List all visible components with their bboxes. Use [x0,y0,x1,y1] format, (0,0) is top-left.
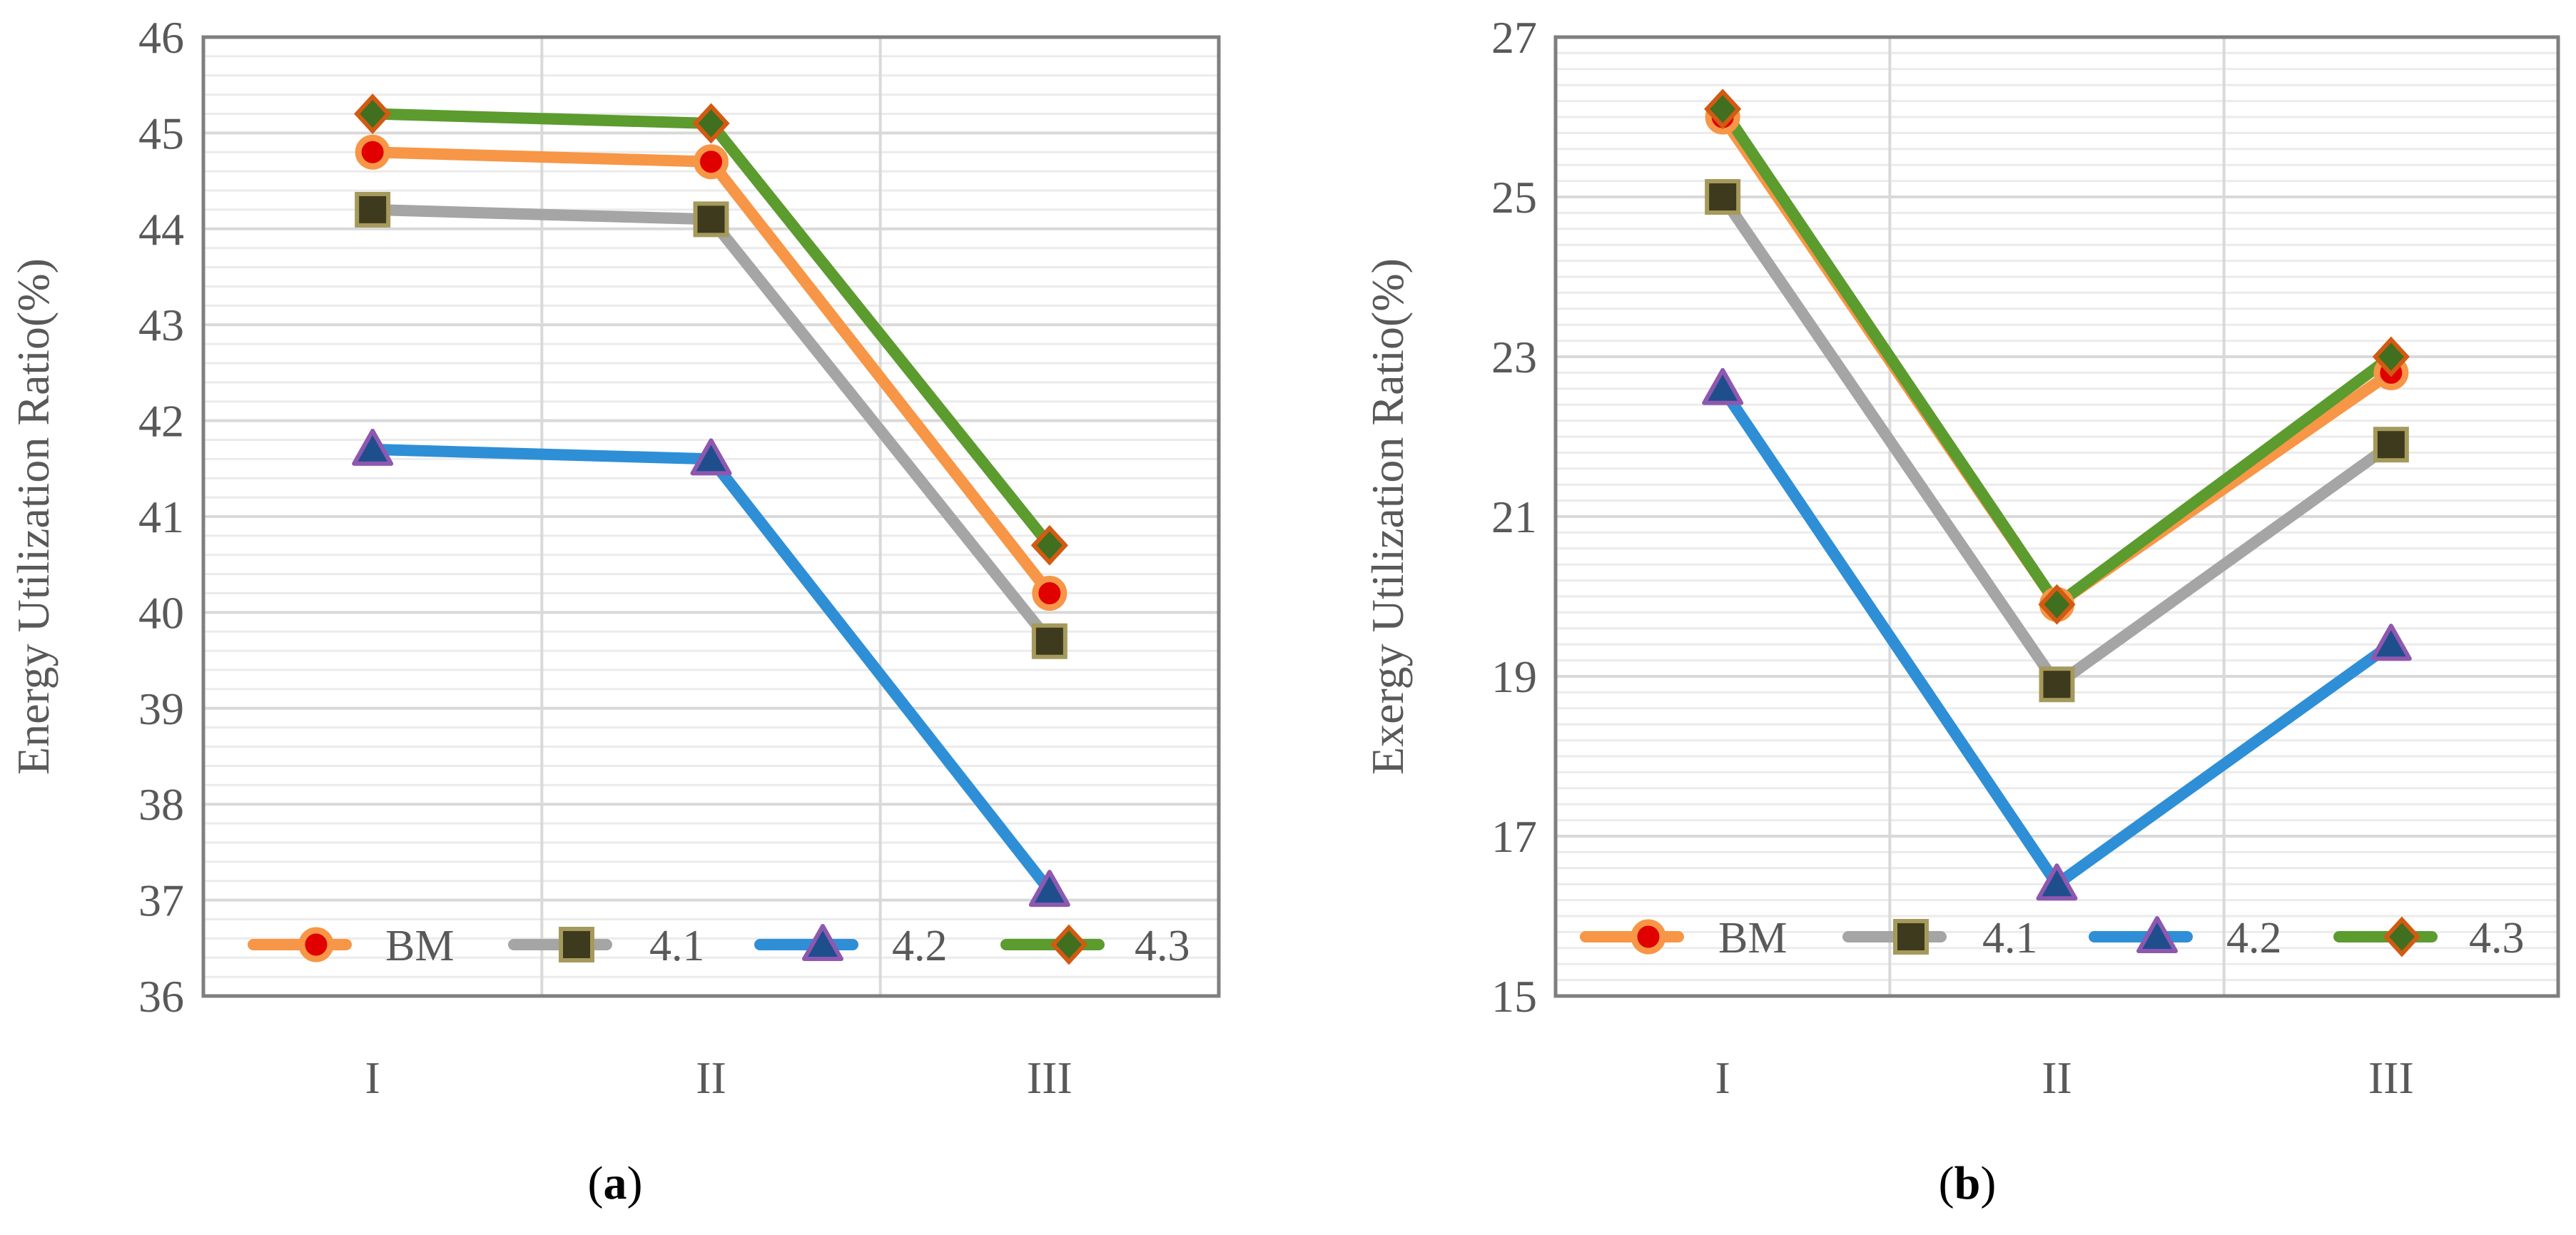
caption-paren-close: ) [627,1157,643,1209]
marker-4-3-p0-0 [354,93,392,134]
marker-4-2-p0-legend [802,924,843,961]
legend-item-4-2: 4.2 [754,922,948,970]
caption-letter: b [1954,1157,1981,1209]
y-tick-label: 44 [138,204,184,255]
marker-BM-p0-0 [355,134,390,170]
plot-frame [1553,35,2560,998]
y-tick-label: 37 [138,875,184,926]
y-tick-label: 38 [138,779,184,830]
y-tick-label: 27 [1491,12,1537,63]
y-axis-label: Exergy Utilization Ratio(%) [1362,258,1413,775]
caption-paren-open: ( [1939,1157,1954,1209]
marker-4-1-p1-2 [2373,427,2409,463]
marker-4-3-p0-1 [692,103,730,144]
legend-label: 4.3 [2469,914,2525,962]
y-axis-label: Energy Utilization Ratio(%) [8,258,59,775]
y-tick-label: 43 [138,300,184,350]
x-tick-label: I [1715,1052,1730,1103]
legend: BM 4.1 4.2 4.3 [248,922,1190,970]
x-tick-label: II [2042,1052,2072,1103]
legend-item-4-1: 4.1 [1842,914,2038,962]
marker-BM-p0-legend [298,927,334,962]
x-tick-label: III [1027,1052,1073,1103]
y-tick-label: 25 [1491,172,1537,223]
marker-4-2-p1-legend [2136,916,2178,953]
marker-4-2-p1-0 [1702,367,1744,405]
legend-item-BM: BM [248,922,454,970]
marker-4-3-p1-legend [2383,916,2421,957]
y-tick-label: 46 [138,12,184,63]
y-tick-label: 45 [138,108,184,158]
y-tick-label: 19 [1491,651,1537,702]
legend-label: 4.1 [1982,914,2038,962]
legend-label: 4.3 [1135,922,1190,970]
marker-BM-p1-legend [1631,919,1666,955]
x-tick-label: III [2368,1052,2414,1103]
legend-item-4-2: 4.2 [2089,914,2282,962]
y-tick-label: 23 [1491,332,1537,382]
marker-4-3-p1-2 [2372,336,2410,377]
legend-label: BM [385,922,454,970]
y-tick-label: 15 [1491,971,1537,1022]
marker-4-3-p1-0 [1704,88,1742,130]
marker-4-3-p1-1 [2038,584,2076,625]
marker-4-2-p1-2 [2370,624,2412,661]
marker-4-2-p0-0 [352,428,394,466]
x-tick-label: II [696,1052,726,1103]
caption-letter: a [604,1157,627,1209]
caption-paren-close: ) [1980,1157,1996,1209]
y-tick-label: 21 [1491,492,1537,542]
marker-4-2-p0-2 [1028,870,1070,908]
x-tick-label: I [365,1052,380,1103]
legend-item-BM: BM [1580,914,1787,962]
plot-frame [201,35,1221,998]
y-tick-label: 41 [138,492,184,542]
marker-BM-p0-1 [694,144,729,180]
legend-item-4-1: 4.1 [508,922,705,970]
caption-paren-open: ( [588,1157,604,1209]
marker-4-1-p1-1 [2039,666,2075,703]
legend-item-4-3: 4.3 [1000,922,1190,970]
y-tick-label: 39 [138,683,184,734]
panel-caption: (a) [588,1157,643,1209]
y-tick-label: 36 [138,971,184,1022]
panel-caption: (b) [1939,1157,1997,1209]
legend-item-4-3: 4.3 [2333,914,2525,962]
marker-4-3-p0-2 [1030,524,1068,566]
marker-4-2-p1-1 [2036,863,2078,901]
legend: BM 4.1 4.2 4.3 [1580,914,2525,962]
marker-4-1-p0-2 [1031,623,1068,659]
marker-4-1-p1-legend [1893,919,1929,955]
marker-4-1-p0-0 [355,191,391,228]
legend-label: 4.1 [649,922,705,970]
y-tick-label: 42 [138,396,184,447]
marker-4-1-p1-0 [1705,179,1741,215]
marker-4-1-p0-legend [559,927,594,962]
legend-label: BM [1718,914,1787,962]
marker-4-3-p0-legend [1050,924,1088,965]
marker-BM-p0-2 [1032,576,1068,611]
y-tick-label: 17 [1491,811,1537,862]
y-tick-label: 40 [138,587,184,638]
marker-4-2-p0-1 [690,438,732,476]
series-line-4-2 [1717,382,2397,890]
legend-label: 4.2 [2226,914,2282,962]
legend-label: 4.2 [892,922,948,970]
marker-4-1-p0-1 [693,201,729,238]
